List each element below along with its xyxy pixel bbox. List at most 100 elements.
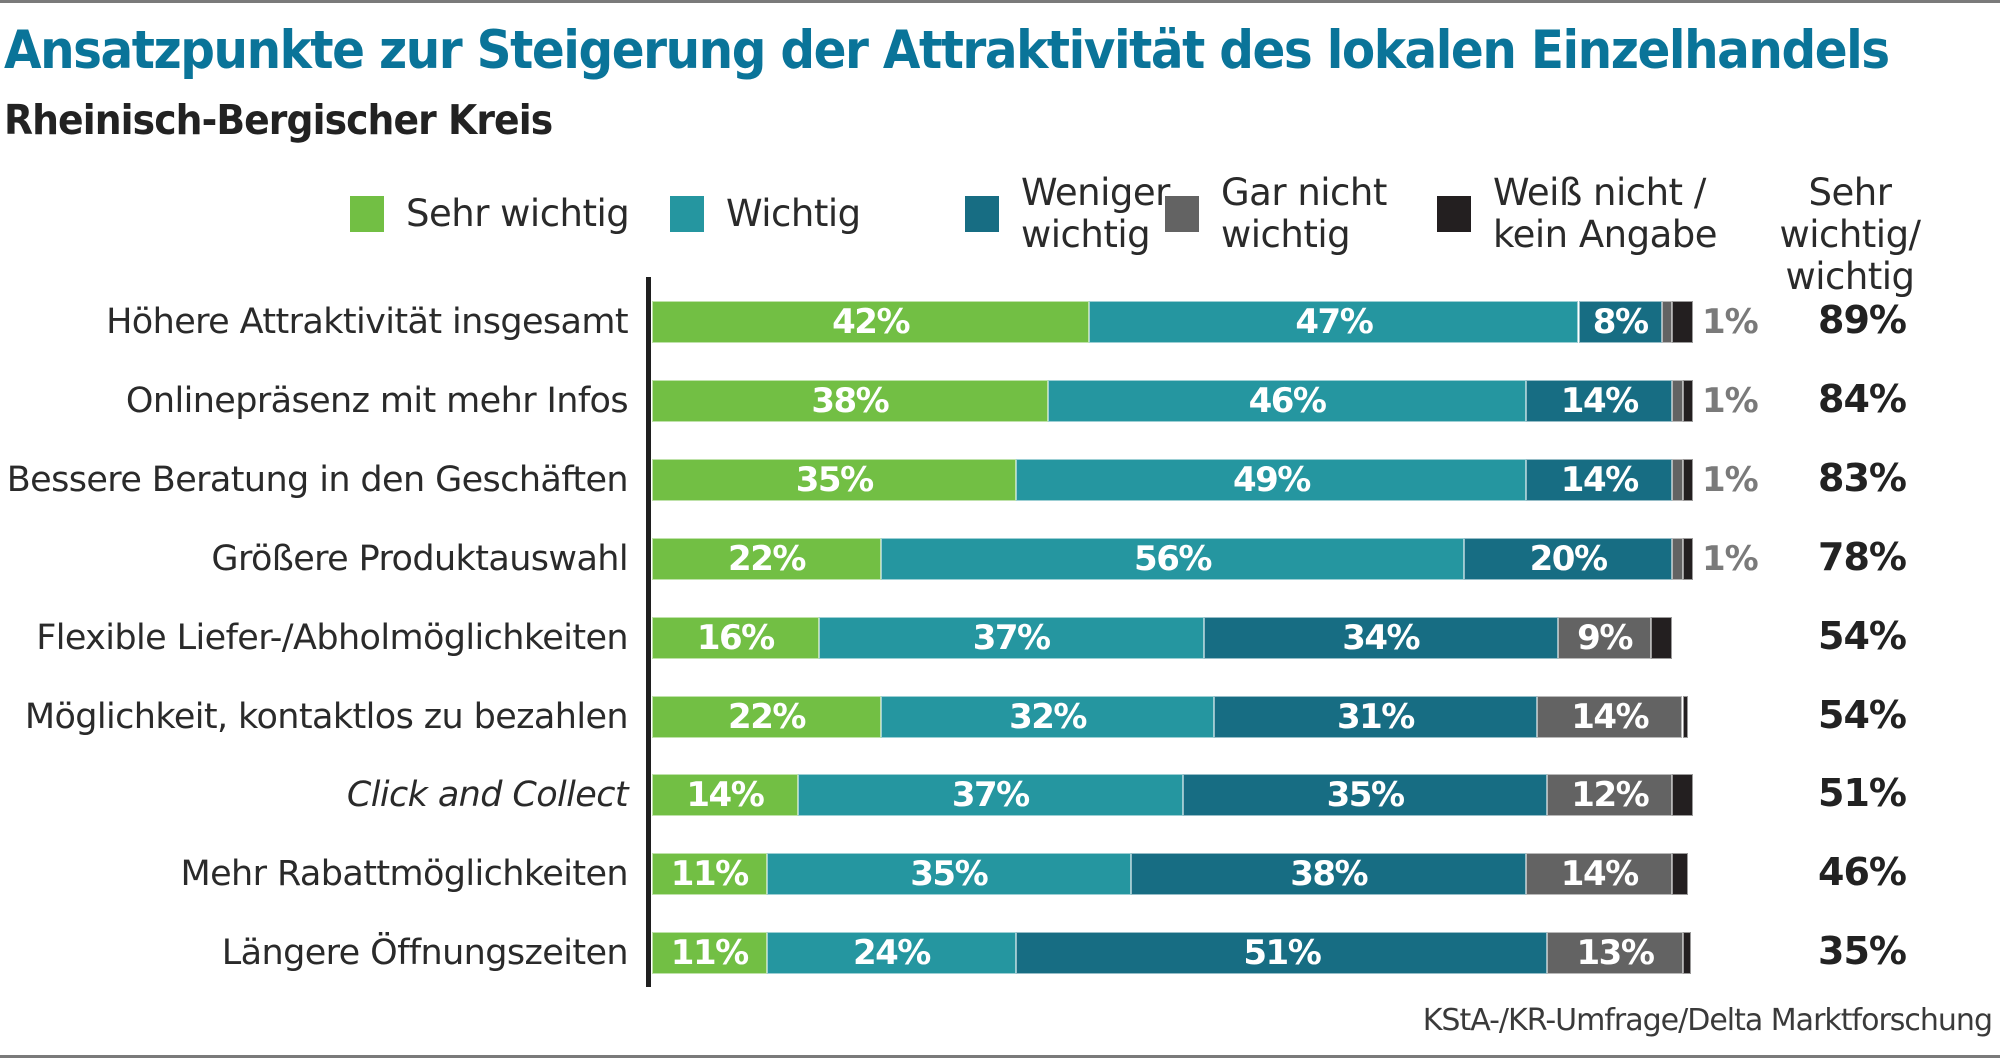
total-value: 54% xyxy=(1818,614,1907,658)
bar-segment: 37% xyxy=(818,617,1204,659)
bar-segment: 49% xyxy=(1016,459,1527,501)
bar-segment: 34% xyxy=(1203,617,1558,659)
data-label: 35% xyxy=(1326,775,1405,815)
bar-segment xyxy=(1682,696,1688,738)
bar-segment xyxy=(1672,853,1688,895)
bar-segment: 35% xyxy=(652,459,1017,501)
data-label: 20% xyxy=(1529,539,1608,579)
legend-swatch xyxy=(350,196,384,232)
data-label: 37% xyxy=(951,775,1030,815)
legend-label: Weiß nicht / kein Angabe xyxy=(1493,171,1718,256)
bar-segment: 14% xyxy=(1526,853,1673,895)
bar-segment xyxy=(1672,380,1683,422)
legend-swatch xyxy=(965,196,999,232)
total-value: 83% xyxy=(1818,456,1907,500)
external-data-label: 1% xyxy=(1702,539,1759,579)
legend-item: Gar nicht wichtig xyxy=(1165,172,1387,256)
legend-item: Wichtig xyxy=(670,193,861,235)
data-label: 13% xyxy=(1576,933,1655,973)
bar-segment: 13% xyxy=(1547,932,1683,974)
chart-title: Ansatzpunkte zur Steigerung der Attrakti… xyxy=(4,20,1890,81)
category-label: Flexible Liefer-/Abholmöglichkeiten xyxy=(36,618,628,658)
data-label: 22% xyxy=(728,697,806,737)
bar-segment: 14% xyxy=(652,774,798,816)
bar-segment: 8% xyxy=(1578,301,1662,343)
chart-subtitle: Rheinisch-Bergischer Kreis xyxy=(4,96,553,144)
bar-segment xyxy=(1672,459,1683,501)
legend-swatch xyxy=(670,196,704,232)
data-label: 14% xyxy=(686,775,764,815)
data-label: 46% xyxy=(1248,381,1327,421)
bar-segment: 11% xyxy=(652,932,767,974)
data-label: 38% xyxy=(1290,854,1368,894)
data-label: 34% xyxy=(1342,618,1420,658)
data-label: 32% xyxy=(1009,697,1087,737)
data-label: 14% xyxy=(1571,697,1649,737)
data-label: 14% xyxy=(1560,381,1639,421)
bar-segment xyxy=(1661,301,1673,343)
total-value: 51% xyxy=(1818,771,1907,815)
bar-segment: 32% xyxy=(881,696,1215,738)
bar-segment: 37% xyxy=(797,774,1183,816)
data-label: 11% xyxy=(670,933,749,973)
bar-segment xyxy=(1672,301,1693,343)
total-value: 46% xyxy=(1818,850,1907,894)
bar-segment xyxy=(1682,459,1693,501)
category-label: Onlinepräsenz mit mehr Infos xyxy=(125,381,629,421)
bar-segment xyxy=(1672,538,1683,580)
data-label: 35% xyxy=(910,854,988,894)
category-label: Bessere Beratung in den Geschäften xyxy=(6,460,629,500)
bar-segment: 16% xyxy=(652,617,819,659)
data-label: 14% xyxy=(1560,854,1639,894)
total-value: 54% xyxy=(1818,693,1907,737)
data-label: 37% xyxy=(972,618,1051,658)
legend-swatch xyxy=(1165,196,1199,232)
legend-label: Gar nicht wichtig xyxy=(1221,171,1387,256)
total-value: 35% xyxy=(1818,929,1907,973)
frame-bottom-border xyxy=(0,1055,2000,1058)
bar-segment xyxy=(1682,932,1691,974)
total-value: 84% xyxy=(1818,377,1907,421)
bar-segment: 35% xyxy=(766,853,1131,895)
category-label: Größere Produktauswahl xyxy=(211,539,628,579)
data-label: 56% xyxy=(1134,539,1212,579)
bar-segment: 42% xyxy=(652,301,1090,343)
legend-label: Sehr wichtig xyxy=(406,192,630,235)
data-label: 51% xyxy=(1243,933,1321,973)
data-label: 14% xyxy=(1560,460,1639,500)
legend-item: Weniger wichtig xyxy=(965,172,1170,256)
bar-segment xyxy=(1682,538,1693,580)
data-label: 16% xyxy=(696,618,775,658)
data-label: 42% xyxy=(832,302,910,342)
category-axis-line xyxy=(646,277,651,987)
data-label: 22% xyxy=(728,539,806,579)
bar-segment: 35% xyxy=(1182,774,1548,816)
category-label: Click and Collect xyxy=(346,775,629,815)
bar-segment: 14% xyxy=(1526,380,1673,422)
bar-segment xyxy=(1651,617,1673,659)
bar-segment: 31% xyxy=(1214,696,1537,738)
bar-segment: 20% xyxy=(1464,538,1673,580)
data-label: 38% xyxy=(811,381,889,421)
legend-label: Weniger wichtig xyxy=(1021,171,1170,256)
totals-column-header: Sehr wichtig/ wichtig xyxy=(1779,171,1921,298)
category-label: Höhere Attraktivität insgesamt xyxy=(106,302,629,342)
data-label: 9% xyxy=(1577,618,1633,658)
bar-segment: 14% xyxy=(1536,696,1683,738)
category-label: Mehr Rabattmöglichkeiten xyxy=(180,854,629,894)
external-data-label: 1% xyxy=(1702,381,1759,421)
bar-segment xyxy=(1672,774,1693,816)
data-label: 8% xyxy=(1592,302,1649,342)
legend-item: Weiß nicht / kein Angabe xyxy=(1437,171,1718,256)
bar-segment: 46% xyxy=(1047,380,1527,422)
bar-segment: 51% xyxy=(1016,932,1548,974)
legend-swatch xyxy=(1437,196,1471,232)
external-data-label: 1% xyxy=(1702,460,1759,500)
data-label: 11% xyxy=(670,854,749,894)
data-label: 24% xyxy=(852,933,931,973)
bar-segment xyxy=(1682,380,1693,422)
external-data-label: 1% xyxy=(1702,302,1759,342)
legend-item: Sehr wichtig xyxy=(350,192,630,235)
legend-label: Wichtig xyxy=(726,192,861,235)
category-label: Längere Öffnungszeiten xyxy=(221,933,629,973)
